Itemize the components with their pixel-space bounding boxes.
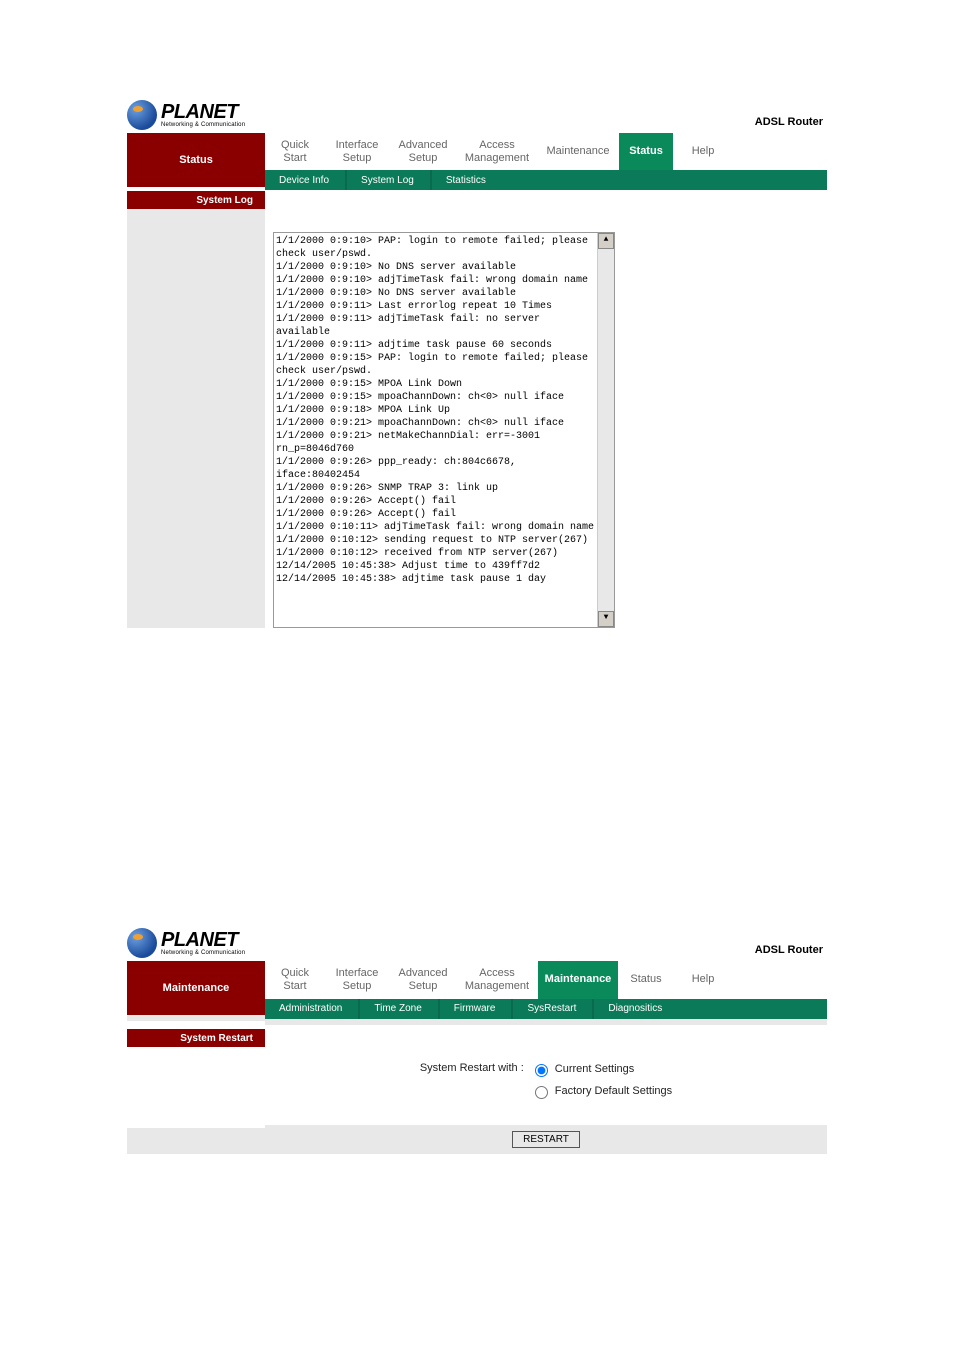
sidebar-fill	[127, 209, 265, 628]
subtab-diagnostics[interactable]: Diagnositics	[594, 999, 678, 1019]
tab-help-label: Help	[674, 145, 732, 158]
tab-advanced-setup[interactable]: Advanced Setup	[389, 961, 456, 998]
sub-tab-row: Device Info System Log Statistics	[265, 170, 827, 190]
radio-factory-default-label: Factory Default Settings	[555, 1085, 672, 1097]
subtab-device-info[interactable]: Device Info	[265, 170, 345, 190]
tab-help[interactable]: Help	[673, 961, 732, 998]
sidebar-fill	[127, 1128, 265, 1154]
product-name: ADSL Router	[755, 116, 823, 130]
globe-icon	[127, 100, 157, 130]
tab-interface-setup[interactable]: Interface Setup	[324, 961, 389, 998]
globe-icon	[127, 928, 157, 958]
tab-status[interactable]: Status	[618, 961, 673, 998]
brand-tagline: Networking & Communication	[161, 950, 245, 956]
brand-name: PLANET	[161, 930, 245, 950]
scroll-up-icon[interactable]: ▲	[598, 233, 614, 249]
tab-interface-setup[interactable]: Interface Setup	[324, 133, 389, 170]
scroll-down-icon[interactable]: ▼	[598, 611, 614, 627]
tab-help[interactable]: Help	[673, 133, 732, 170]
tab-maintenance[interactable]: Maintenance	[537, 961, 618, 998]
tab-status-label: Status	[619, 145, 673, 158]
tab-quick-start-label: Quick Start	[266, 139, 324, 164]
maintenance-system-restart-screen: PLANET Networking & Communication ADSL R…	[127, 928, 827, 1153]
sidebar-title-status: Status	[127, 133, 265, 187]
brand-name: PLANET	[161, 102, 245, 122]
tab-maintenance-label: Maintenance	[538, 973, 618, 986]
restart-button[interactable]: RESTART	[512, 1131, 580, 1148]
radio-factory-default[interactable]: Factory Default Settings	[530, 1083, 672, 1099]
subtab-sysrestart[interactable]: SysRestart	[513, 999, 592, 1019]
tab-access-management-label: Access Management	[457, 139, 537, 164]
sub-tab-row: Administration Time Zone Firmware SysRes…	[265, 999, 827, 1019]
top-tab-row: Quick Start Interface Setup Advanced Set…	[265, 133, 827, 170]
tab-interface-setup-label: Interface Setup	[325, 967, 389, 992]
restart-label: System Restart with :	[420, 1061, 524, 1074]
tab-status[interactable]: Status	[618, 133, 673, 170]
brand-logo: PLANET Networking & Communication	[127, 100, 245, 130]
radio-current-settings-label: Current Settings	[555, 1063, 634, 1075]
tab-quick-start[interactable]: Quick Start	[265, 961, 324, 998]
header-bar: PLANET Networking & Communication ADSL R…	[127, 928, 827, 960]
sidebar-title-maintenance: Maintenance	[127, 961, 265, 1015]
system-restart-content: System Restart with : Current Settings F…	[265, 1047, 827, 1125]
scrollbar[interactable]: ▲ ▼	[597, 233, 614, 627]
product-name: ADSL Router	[755, 944, 823, 958]
system-log-content: 1/1/2000 0:9:10> PAP: login to remote fa…	[265, 212, 827, 628]
tab-advanced-setup-label: Advanced Setup	[390, 967, 456, 992]
tab-maintenance[interactable]: Maintenance	[537, 133, 618, 170]
status-system-log-screen: PLANET Networking & Communication ADSL R…	[127, 100, 827, 628]
tab-interface-setup-label: Interface Setup	[325, 139, 389, 164]
subtab-time-zone[interactable]: Time Zone	[360, 999, 437, 1019]
tab-status-label: Status	[619, 973, 673, 986]
tab-advanced-setup[interactable]: Advanced Setup	[389, 133, 456, 170]
subtab-statistics[interactable]: Statistics	[432, 170, 502, 190]
radio-current-settings-input[interactable]	[535, 1064, 548, 1077]
brand-logo: PLANET Networking & Communication	[127, 928, 245, 958]
tab-quick-start[interactable]: Quick Start	[265, 133, 324, 170]
tab-access-management[interactable]: Access Management	[456, 961, 537, 998]
sidebar-item-system-log[interactable]: System Log	[127, 187, 265, 209]
tab-access-management[interactable]: Access Management	[456, 133, 537, 170]
subtab-system-log[interactable]: System Log	[347, 170, 430, 190]
brand-tagline: Networking & Communication	[161, 122, 245, 128]
tab-maintenance-label: Maintenance	[538, 145, 618, 158]
sidebar-item-system-restart[interactable]: System Restart	[127, 1025, 265, 1047]
subtab-administration[interactable]: Administration	[265, 999, 358, 1019]
tab-help-label: Help	[674, 973, 732, 986]
radio-factory-default-input[interactable]	[535, 1086, 548, 1099]
button-bar: RESTART	[265, 1125, 827, 1154]
tab-access-management-label: Access Management	[457, 967, 537, 992]
system-log-textarea[interactable]: 1/1/2000 0:9:10> PAP: login to remote fa…	[273, 232, 615, 628]
header-bar: PLANET Networking & Communication ADSL R…	[127, 100, 827, 132]
subtab-firmware[interactable]: Firmware	[440, 999, 512, 1019]
tab-quick-start-label: Quick Start	[266, 967, 324, 992]
top-tab-row: Quick Start Interface Setup Advanced Set…	[265, 961, 827, 998]
radio-current-settings[interactable]: Current Settings	[530, 1061, 634, 1077]
tab-advanced-setup-label: Advanced Setup	[390, 139, 456, 164]
